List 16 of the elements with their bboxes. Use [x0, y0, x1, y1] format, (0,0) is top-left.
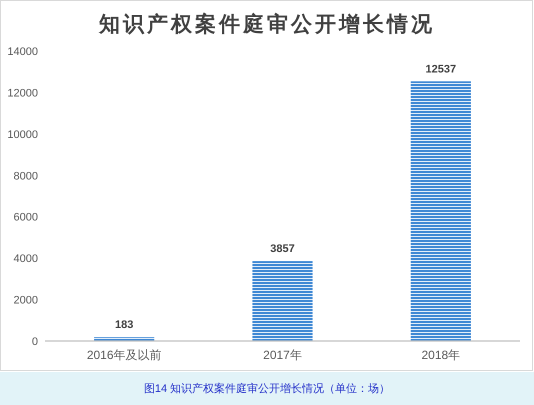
y-tick: 6000	[14, 212, 38, 224]
y-tick: 2000	[14, 294, 38, 307]
data-label: 12537	[426, 63, 456, 76]
x-tick: 2017年	[263, 348, 302, 362]
y-tick: 12000	[7, 87, 38, 100]
y-tick: 14000	[7, 46, 38, 58]
data-label: 3857	[270, 243, 295, 256]
y-tick: 4000	[14, 253, 38, 266]
y-tick: 0	[32, 336, 38, 348]
x-tick: 2018年	[421, 348, 460, 362]
annotation: 图14 知识产权案件庭审公开增长情况（单位：场）	[144, 383, 390, 395]
data-label: 183	[114, 319, 134, 332]
x-tick: 2016年及以前	[86, 348, 162, 362]
y-tick: 10000	[7, 128, 38, 141]
title: 知识产权案件庭审公开增长情况	[99, 13, 435, 36]
y-tick: 8000	[14, 170, 38, 182]
